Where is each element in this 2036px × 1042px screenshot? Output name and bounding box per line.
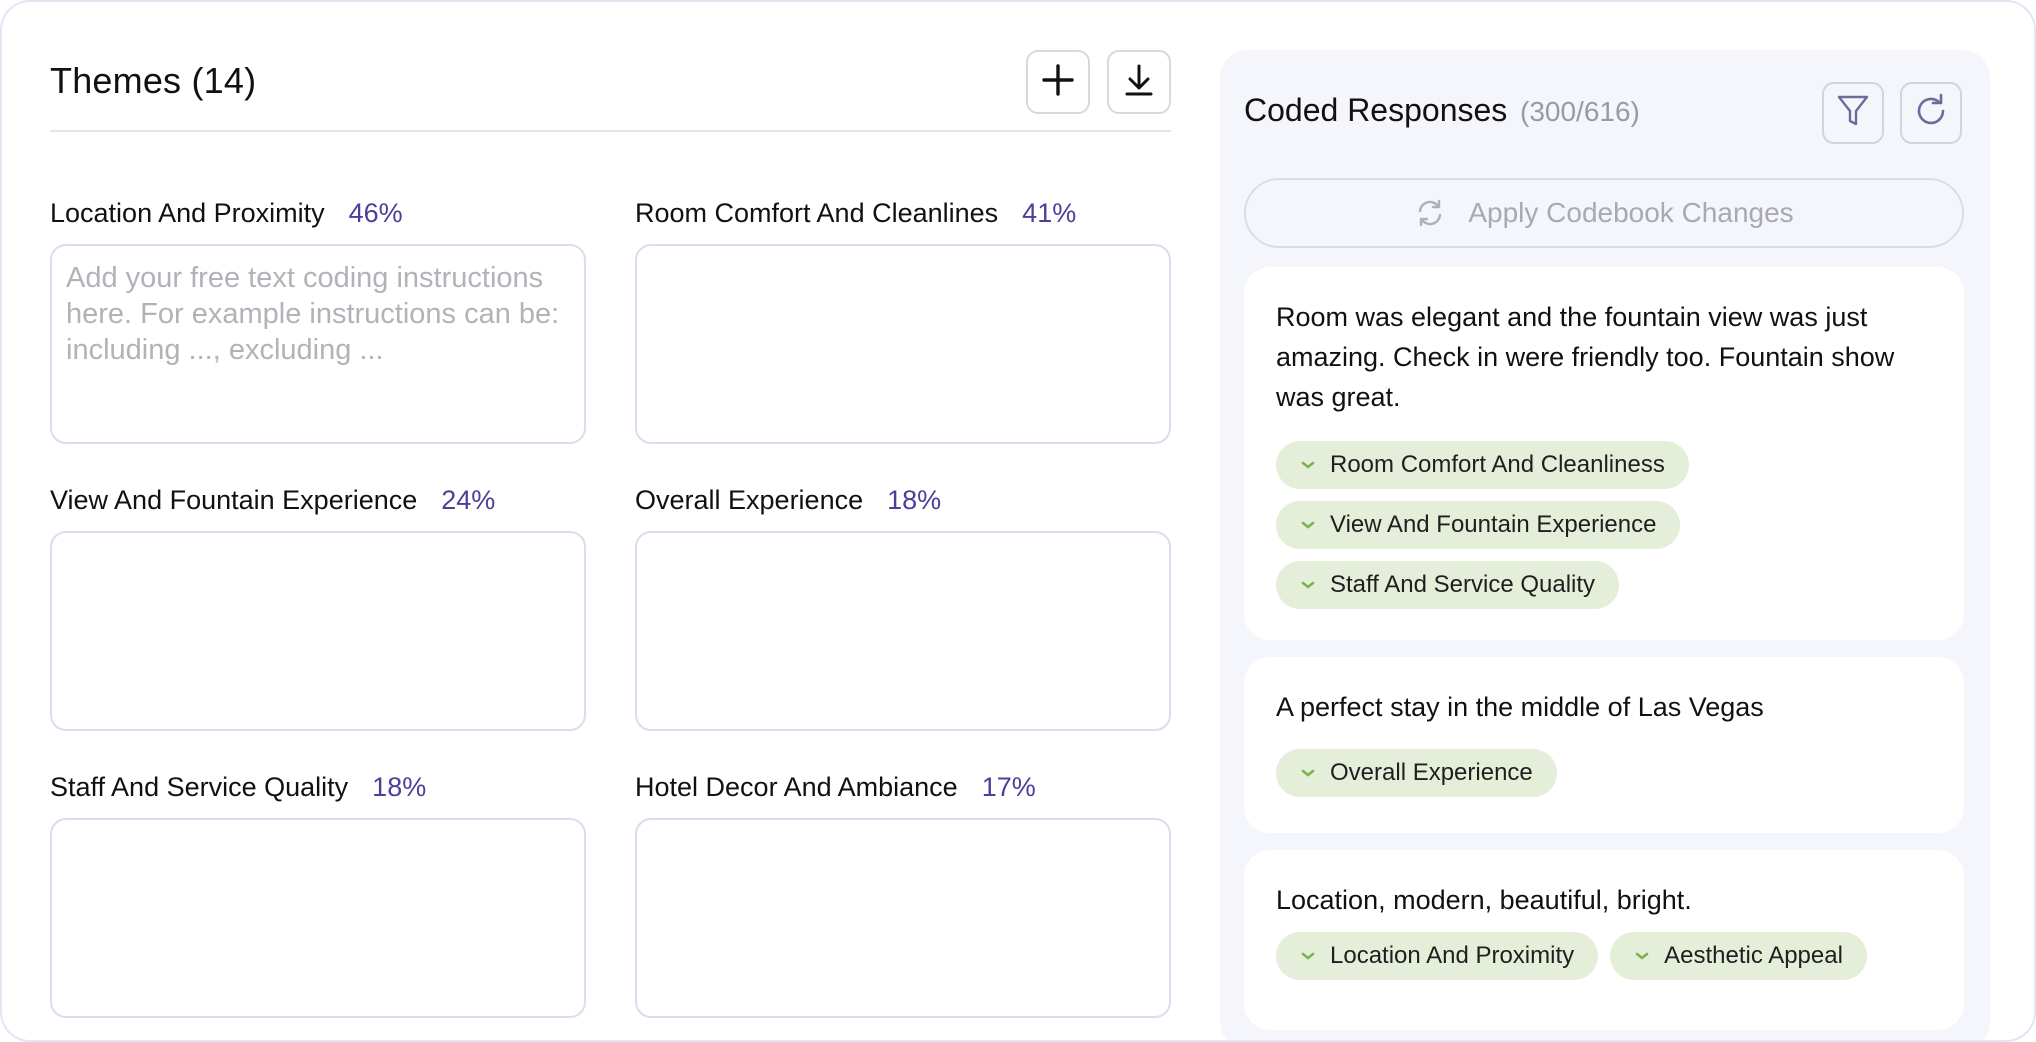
tag-chip[interactable]: Staff And Service Quality [1276,561,1620,609]
theme-instructions-input[interactable] [50,818,586,1018]
theme-name: Room Comfort And Cleanlines [635,197,999,228]
theme-label-row: Hotel Decor And Ambiance 17% [635,770,1171,804]
download-button[interactable] [1107,50,1171,114]
response-text: A perfect stay in the middle of Las Vega… [1276,692,1764,722]
tag-label: Location And Proximity [1330,942,1575,969]
theme-percent: 46% [348,197,403,228]
tag-chip[interactable]: Location And Proximity [1276,932,1599,980]
themes-panel: Themes (14) Location And Proximity 46% [50,50,1171,1018]
theme-instructions-input[interactable] [635,244,1171,444]
coded-responses-count: (300/616) [1520,96,1640,127]
theme-name: Hotel Decor And Ambiance [635,771,958,802]
theme-instructions-input[interactable] [50,531,586,731]
download-icon [1124,63,1154,102]
refresh-icon [1912,92,1950,135]
tag-label: Aesthetic Appeal [1664,942,1843,969]
chevron-down-icon [1300,768,1316,778]
theme-card: Room Comfort And Cleanlines 41% [635,196,1171,449]
theme-label-row: View And Fountain Experience 24% [50,483,586,517]
tag-chip[interactable]: Aesthetic Appeal [1610,932,1867,980]
theme-card: View And Fountain Experience 24% [50,483,586,736]
plus-icon [1041,63,1075,102]
coded-responses-title: Coded Responses [1244,92,1508,128]
sync-icon [1414,197,1446,229]
apply-codebook-changes-button[interactable]: Apply Codebook Changes [1244,178,1964,248]
theme-name: Location And Proximity [50,197,325,228]
response-text: Location, modern, beautiful, bright. [1276,885,1692,915]
coded-responses-panel: Coded Responses (300/616) Apply Codebook… [1220,50,1990,1040]
theme-instructions-input[interactable] [635,531,1171,731]
theme-instructions-input[interactable] [50,244,586,444]
chevron-down-icon [1300,951,1316,961]
apply-label: Apply Codebook Changes [1468,197,1794,228]
chevron-down-icon [1634,951,1650,961]
theme-label-row: Room Comfort And Cleanlines 41% [635,196,1171,230]
theme-label-row: Overall Experience 18% [635,483,1171,517]
theme-label-row: Location And Proximity 46% [50,196,586,230]
chevron-down-icon [1300,580,1316,590]
theme-instructions-input[interactable] [635,818,1171,1018]
response-text: Room was elegant and the fountain view w… [1276,302,1895,412]
theme-card: Overall Experience 18% [635,483,1171,736]
themes-title: Themes (14) [50,60,257,101]
tag-label: Room Comfort And Cleanliness [1330,451,1665,478]
add-theme-button[interactable] [1026,50,1090,114]
theme-card: Hotel Decor And Ambiance 17% [635,770,1171,1023]
tag-label: Staff And Service Quality [1330,571,1596,598]
tag-chip[interactable]: Room Comfort And Cleanliness [1276,441,1689,489]
themes-header: Themes (14) [50,50,1171,132]
tag-list: Room Comfort And Cleanliness View And Fo… [1276,441,1932,609]
theme-percent: 18% [372,771,427,802]
theme-name: View And Fountain Experience [50,484,418,515]
response-card: A perfect stay in the middle of Las Vega… [1244,657,1964,833]
filter-icon [1836,93,1870,134]
theme-label-row: Staff And Service Quality 18% [50,770,586,804]
response-card: Room was elegant and the fountain view w… [1244,267,1964,640]
chevron-down-icon [1300,520,1316,530]
tag-chip[interactable]: Overall Experience [1276,749,1557,797]
theme-percent: 41% [1022,197,1077,228]
refresh-button[interactable] [1900,82,1962,144]
response-card: Location, modern, beautiful, bright. Loc… [1244,850,1964,1030]
themes-grid: Location And Proximity 46% Room Comfort … [50,196,1171,1023]
theme-percent: 17% [981,771,1036,802]
theme-card: Staff And Service Quality 18% [50,770,586,1023]
theme-name: Overall Experience [635,484,864,515]
theme-name: Staff And Service Quality [50,771,349,802]
theme-card: Location And Proximity 46% [50,196,586,449]
chevron-down-icon [1300,460,1316,470]
tag-list: Overall Experience [1276,749,1932,797]
tag-chip[interactable]: View And Fountain Experience [1276,501,1681,549]
tag-label: Overall Experience [1330,759,1533,786]
theme-percent: 24% [441,484,496,515]
tag-label: View And Fountain Experience [1330,511,1657,538]
theme-percent: 18% [887,484,942,515]
filter-button[interactable] [1822,82,1884,144]
tag-list: Location And Proximity Aesthetic Appeal [1276,932,1932,980]
